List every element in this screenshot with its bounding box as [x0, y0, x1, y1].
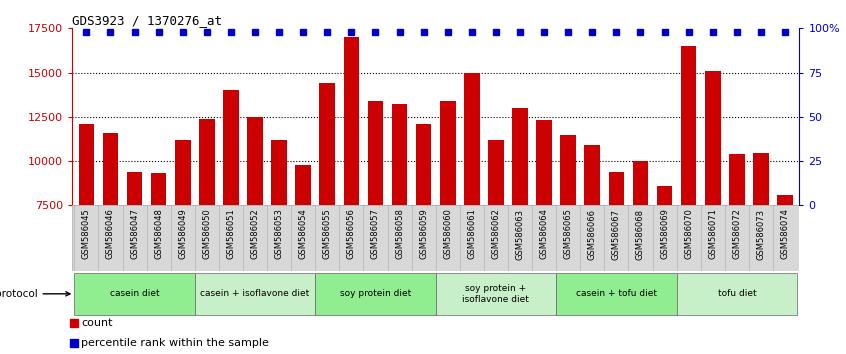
- Text: GSM586065: GSM586065: [563, 209, 573, 259]
- Bar: [295, 166, 311, 205]
- Bar: [416, 124, 431, 205]
- Bar: [151, 172, 167, 205]
- Text: GSM586066: GSM586066: [588, 209, 596, 259]
- Text: GSM586073: GSM586073: [756, 209, 766, 259]
- Text: tofu diet: tofu diet: [717, 289, 756, 298]
- Text: count: count: [81, 318, 113, 328]
- Text: GSM586052: GSM586052: [250, 209, 260, 259]
- Bar: [175, 140, 190, 205]
- Bar: [199, 119, 215, 205]
- Text: GSM586068: GSM586068: [636, 209, 645, 259]
- Text: soy protein +
isoflavone diet: soy protein + isoflavone diet: [463, 284, 530, 303]
- Text: GDS3923 / 1370276_at: GDS3923 / 1370276_at: [72, 14, 222, 27]
- Bar: [79, 124, 94, 205]
- Bar: [677, 273, 797, 314]
- Bar: [127, 172, 142, 205]
- Text: GSM586060: GSM586060: [443, 209, 453, 259]
- Bar: [392, 104, 408, 205]
- Bar: [656, 186, 673, 205]
- Text: GSM586047: GSM586047: [130, 209, 139, 259]
- Text: casein + tofu diet: casein + tofu diet: [576, 289, 656, 298]
- Bar: [512, 108, 528, 205]
- Text: casein + isoflavone diet: casein + isoflavone diet: [201, 289, 310, 298]
- Text: GSM586058: GSM586058: [395, 209, 404, 259]
- Bar: [272, 140, 287, 205]
- Bar: [488, 140, 503, 205]
- Bar: [368, 101, 383, 205]
- Text: GSM586069: GSM586069: [660, 209, 669, 259]
- Text: GSM586064: GSM586064: [540, 209, 548, 259]
- Bar: [556, 273, 677, 314]
- Bar: [343, 37, 360, 205]
- Text: GSM586056: GSM586056: [347, 209, 356, 259]
- Text: GSM586072: GSM586072: [733, 209, 741, 259]
- Bar: [753, 153, 769, 205]
- Bar: [608, 172, 624, 205]
- Bar: [681, 46, 696, 205]
- Text: protocol: protocol: [0, 289, 70, 299]
- Text: percentile rank within the sample: percentile rank within the sample: [81, 338, 269, 348]
- Bar: [440, 101, 455, 205]
- Bar: [464, 73, 480, 205]
- Text: GSM586074: GSM586074: [781, 209, 789, 259]
- Bar: [633, 161, 648, 205]
- Bar: [536, 120, 552, 205]
- Text: GSM586061: GSM586061: [467, 209, 476, 259]
- Bar: [560, 135, 576, 205]
- Bar: [585, 145, 600, 205]
- Bar: [777, 195, 793, 205]
- Bar: [436, 273, 556, 314]
- Text: GSM586055: GSM586055: [323, 209, 332, 259]
- Text: GSM586067: GSM586067: [612, 209, 621, 259]
- Text: GSM586063: GSM586063: [515, 209, 525, 259]
- Bar: [102, 133, 118, 205]
- Text: soy protein diet: soy protein diet: [340, 289, 411, 298]
- Text: GSM586059: GSM586059: [419, 209, 428, 259]
- Text: GSM586070: GSM586070: [684, 209, 693, 259]
- Text: GSM586049: GSM586049: [179, 209, 187, 259]
- Bar: [316, 273, 436, 314]
- Bar: [705, 71, 721, 205]
- Text: casein diet: casein diet: [110, 289, 159, 298]
- Text: GSM586045: GSM586045: [82, 209, 91, 259]
- Text: GSM586054: GSM586054: [299, 209, 308, 259]
- Bar: [72, 205, 799, 271]
- Bar: [74, 273, 195, 314]
- Bar: [223, 90, 239, 205]
- Text: GSM586053: GSM586053: [275, 209, 283, 259]
- Bar: [320, 83, 335, 205]
- Text: GSM586051: GSM586051: [227, 209, 235, 259]
- Bar: [195, 273, 316, 314]
- Bar: [247, 117, 263, 205]
- Text: GSM586048: GSM586048: [154, 209, 163, 259]
- Text: GSM586057: GSM586057: [371, 209, 380, 259]
- Text: GSM586062: GSM586062: [492, 209, 501, 259]
- Text: GSM586050: GSM586050: [202, 209, 212, 259]
- Text: GSM586046: GSM586046: [106, 209, 115, 259]
- Bar: [729, 154, 744, 205]
- Text: GSM586071: GSM586071: [708, 209, 717, 259]
